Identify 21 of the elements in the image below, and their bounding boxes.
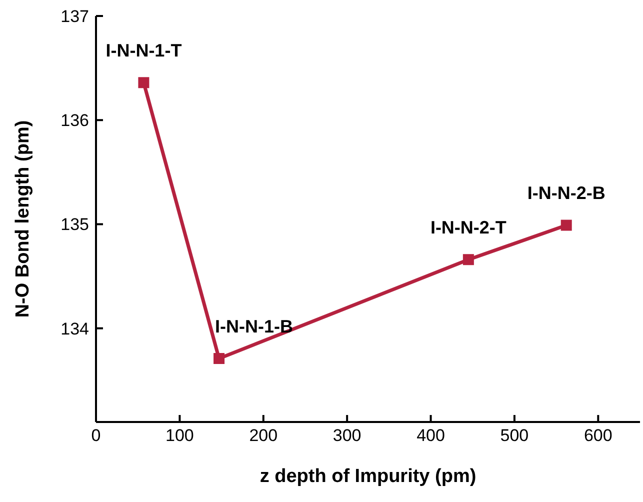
x-tick-label: 100	[166, 426, 194, 446]
point	[138, 77, 150, 88]
x-tick-label: 0	[91, 426, 101, 446]
y-tick-label: 134	[60, 319, 89, 338]
y-tick-label: 135	[60, 215, 89, 234]
y-tick-label: 136	[60, 111, 89, 130]
annotation: I-N-N-2-T	[430, 218, 506, 238]
point	[560, 220, 572, 231]
annotation: I-N-N-1-B	[215, 316, 294, 336]
x-tick-label: 500	[500, 426, 529, 446]
y-tick-label: 137	[60, 7, 89, 26]
y-axis-title: N-O Bond length (pm)	[12, 120, 34, 318]
annotation: I-N-N-1-T	[106, 40, 182, 61]
x-axis-title: z depth of Impurity (pm)	[260, 466, 476, 487]
point	[214, 352, 225, 364]
annotation: I-N-N-2-B	[527, 183, 606, 204]
x-tick-label: 300	[332, 426, 362, 446]
x-tick-label: 200	[249, 426, 278, 446]
point	[462, 254, 474, 266]
x-tick-label: 400	[416, 426, 445, 446]
x-tick-label: 600	[584, 426, 612, 446]
